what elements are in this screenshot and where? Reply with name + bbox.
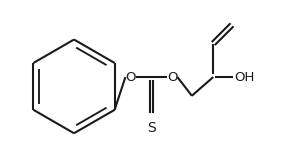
Text: OH: OH <box>235 71 255 84</box>
Text: S: S <box>147 121 156 135</box>
Text: O: O <box>125 71 136 84</box>
Text: O: O <box>167 71 178 84</box>
